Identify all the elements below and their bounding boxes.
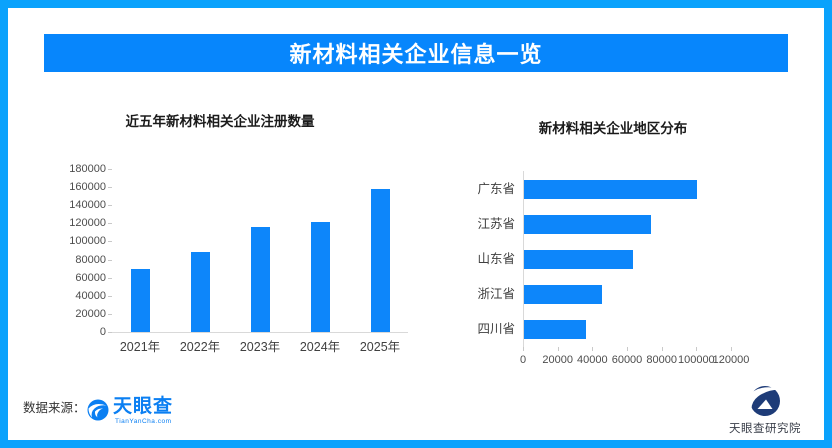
category-label: 广东省: [477, 182, 515, 196]
tick-mark: [108, 205, 112, 207]
x-tick-label: 120000: [712, 354, 750, 366]
category-label: 2021年: [119, 340, 161, 354]
category-label: 浙江省: [477, 287, 515, 301]
research-institute-logo: 天眼查研究院: [729, 382, 801, 440]
bar-2025年: [370, 188, 390, 332]
tick-mark: [108, 187, 112, 189]
tick-mark: [108, 223, 112, 225]
category-label: 山东省: [477, 252, 515, 266]
tianyancha-eye-icon: [86, 398, 110, 427]
category-label: 四川省: [477, 322, 515, 336]
y-tick-label: 0: [99, 326, 106, 338]
x-tick-label: 60000: [611, 354, 643, 366]
region-chart-title: 新材料相关企业地区分布: [538, 121, 688, 136]
category-label: 2022年: [179, 340, 221, 354]
category-label: 2023年: [239, 340, 281, 354]
registrations-chart-title: 近五年新材料相关企业注册数量: [125, 114, 315, 129]
x-tick-label: 80000: [646, 354, 677, 366]
tick-mark: [108, 332, 112, 333]
tick-mark: [523, 347, 524, 351]
y-tick-label: 120000: [69, 217, 106, 230]
bar-2023年: [250, 226, 270, 332]
bar-江苏省: [524, 214, 651, 234]
y-tick-label: 180000: [69, 163, 106, 175]
research-institute-icon: [745, 382, 785, 423]
x-tick-label: 40000: [577, 354, 608, 366]
x-tick-label: 20000: [542, 354, 573, 366]
page-title-banner: 新材料相关企业信息一览: [44, 34, 788, 72]
x-tick-label: 100000: [677, 354, 715, 366]
tianyancha-logo: 天眼查 TianYanCha.com: [86, 396, 186, 432]
y-axis-line: [523, 171, 524, 347]
bar-广东省: [524, 179, 698, 199]
bar-四川省: [524, 319, 587, 339]
y-tick-label: 40000: [75, 289, 106, 302]
y-tick-label: 160000: [69, 181, 106, 194]
tick-mark: [627, 347, 628, 351]
x-axis-line: [112, 332, 408, 333]
category-label: 江苏省: [477, 217, 515, 231]
category-label: 2025年: [359, 340, 401, 354]
y-tick-label: 140000: [69, 199, 106, 212]
tick-mark: [108, 277, 112, 279]
category-label: 2024年: [299, 340, 341, 354]
tianyancha-domain-text: TianYanCha.com: [115, 418, 172, 425]
bar-浙江省: [524, 284, 602, 304]
tick-mark: [731, 347, 732, 351]
tick-mark: [108, 241, 112, 243]
tick-mark: [108, 259, 112, 261]
tick-mark: [108, 169, 112, 170]
page-title: 新材料相关企业信息一览: [289, 42, 543, 67]
research-institute-text: 天眼查研究院: [729, 423, 801, 435]
tianyancha-logo-text: 天眼查: [113, 396, 174, 417]
y-tick-label: 80000: [75, 253, 106, 266]
y-tick-label: 20000: [75, 307, 106, 320]
x-tick-label: 0: [519, 354, 527, 366]
tick-mark: [557, 347, 559, 351]
bar-2024年: [310, 221, 330, 332]
bar-山东省: [524, 249, 634, 269]
bar-2022年: [190, 252, 210, 332]
tick-mark: [108, 313, 112, 315]
y-tick-label: 60000: [75, 271, 106, 284]
data-source-label: 数据来源：: [23, 401, 86, 415]
bar-2021年: [130, 268, 150, 332]
tick-mark: [592, 347, 594, 351]
tick-mark: [108, 295, 112, 297]
y-tick-label: 100000: [69, 235, 106, 248]
tick-mark: [661, 347, 663, 351]
tick-mark: [696, 347, 698, 351]
